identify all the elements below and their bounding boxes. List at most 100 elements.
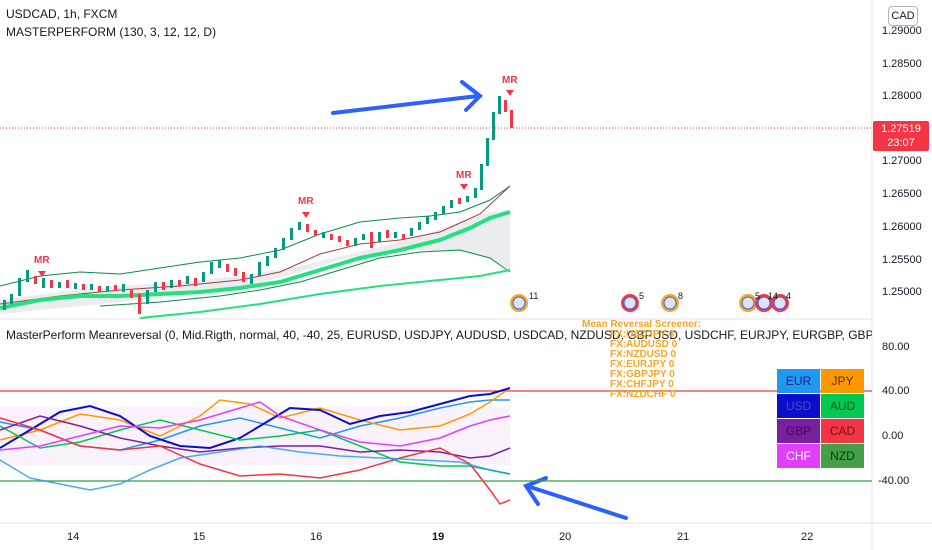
price-axis-label: 1.25500	[882, 254, 922, 266]
candle	[250, 274, 253, 284]
mr-signal-label: MR	[502, 75, 518, 86]
osc-line-nzd	[0, 445, 511, 491]
osc-axis-label: 0.00	[882, 430, 904, 442]
osc-line-usd	[0, 387, 511, 450]
candle	[474, 188, 477, 198]
ma-fast-line	[0, 210, 511, 310]
screener-item: FX:NZDUSD 0	[610, 349, 677, 360]
last-price-tag[interactable]: 1.27519 23:07	[873, 121, 929, 151]
candle	[314, 230, 317, 236]
candle	[434, 212, 437, 220]
screener-title: Mean Reversal Screener:	[582, 319, 701, 330]
mr-signal-label: MR	[456, 170, 472, 181]
candles	[3, 96, 513, 314]
osc-line-chf	[0, 401, 511, 451]
candle	[346, 240, 349, 246]
event-flag-icon[interactable]	[510, 294, 528, 312]
candle	[386, 230, 389, 238]
currency-cell-usd: USD	[777, 394, 820, 418]
candle	[162, 282, 165, 290]
event-flag-icon[interactable]	[621, 294, 639, 312]
candle	[258, 262, 261, 276]
candle	[122, 284, 125, 292]
osc-line-cad	[0, 417, 511, 505]
candle	[298, 222, 301, 230]
screener-item: FX:EURJPY 0	[610, 359, 675, 370]
candle	[138, 294, 141, 314]
candle	[370, 232, 373, 248]
envelope-upper-line	[0, 185, 511, 287]
candle	[202, 272, 205, 282]
candle	[34, 276, 37, 284]
event-count: 8	[678, 291, 684, 301]
candle	[492, 112, 495, 140]
screener-item: FX:GBPJPY 0	[610, 369, 675, 380]
event-flag-icon[interactable]	[755, 294, 773, 312]
candle	[74, 283, 77, 289]
candle	[394, 232, 397, 238]
candle	[170, 280, 173, 288]
time-axis-label: 15	[193, 531, 206, 543]
candle	[226, 264, 229, 272]
currency-cell-nzd: NZD	[821, 444, 864, 468]
price-axis-label: 1.25000	[882, 286, 922, 298]
candle	[114, 285, 117, 291]
candle	[282, 238, 285, 250]
symbol-title[interactable]: USDCAD, 1h, FXCM	[6, 7, 118, 21]
candle	[130, 290, 133, 298]
price-axis-label: 1.26500	[882, 188, 922, 200]
event-count: 14	[768, 291, 779, 301]
event-count: 4	[786, 291, 792, 301]
event-flag-icon[interactable]	[739, 294, 757, 312]
candle	[486, 138, 489, 166]
candle	[322, 232, 325, 238]
candle	[18, 278, 21, 296]
candle	[242, 272, 245, 282]
candle	[450, 200, 453, 208]
candle	[378, 232, 381, 242]
mr-signal-label: MR	[34, 255, 50, 266]
price-axis-label: 1.26000	[882, 221, 922, 233]
event-flag-icon[interactable]	[771, 294, 789, 312]
arrow-annotation-top[interactable]	[331, 80, 484, 115]
mr-signal	[38, 271, 46, 277]
candle	[442, 206, 445, 214]
arrow-annotation-bottom[interactable]	[522, 476, 628, 520]
screener-item: FX:USDJPY 0	[610, 329, 675, 340]
time-axis-label: 21	[677, 531, 690, 543]
main-indicator-label[interactable]: MASTERPERFORM (130, 3, 12, 12, D)	[6, 25, 217, 39]
envelope-lower-line	[99, 249, 511, 307]
event-flag-icon[interactable]	[661, 294, 679, 312]
time-axis-label: 14	[67, 531, 80, 543]
oscillator-indicator-label[interactable]: MasterPerform Meanreversal (0, Mid.Rigth…	[6, 328, 872, 342]
ma-slow-line	[139, 269, 511, 319]
candle	[10, 294, 13, 304]
currency-cell-chf: CHF	[777, 444, 820, 468]
screener-item: FX:NZDCHF 0	[610, 389, 676, 400]
time-axis-label: 19	[432, 531, 445, 543]
screener-item: FX:AUDUSD 0	[610, 339, 678, 350]
candle	[504, 100, 507, 112]
osc-line-gbp	[0, 415, 511, 459]
currency-cell-cad: CAD	[821, 419, 864, 443]
event-count: 5	[639, 291, 645, 301]
currency-cell-aud: AUD	[821, 394, 864, 418]
candle	[186, 276, 189, 284]
candle	[106, 286, 109, 291]
candle	[458, 198, 461, 204]
mean-reversal-screener: Mean Reversal Screener: FX:USDJPY 0 FX:A…	[582, 320, 701, 400]
osc-axis-label: 80.00	[882, 341, 910, 353]
candle	[146, 290, 149, 304]
event-count: 5	[755, 291, 761, 301]
oscillator-zone	[0, 407, 510, 465]
candle	[330, 234, 333, 240]
currency-button[interactable]: CAD	[888, 6, 918, 26]
candle	[210, 262, 213, 274]
candle	[3, 300, 6, 310]
currency-cell-eur: EUR	[777, 369, 820, 393]
osc-axis-label: -40.00	[878, 475, 910, 487]
mr-signal	[302, 212, 310, 218]
candle	[510, 110, 513, 128]
price-axis-label: 1.28000	[882, 90, 922, 102]
